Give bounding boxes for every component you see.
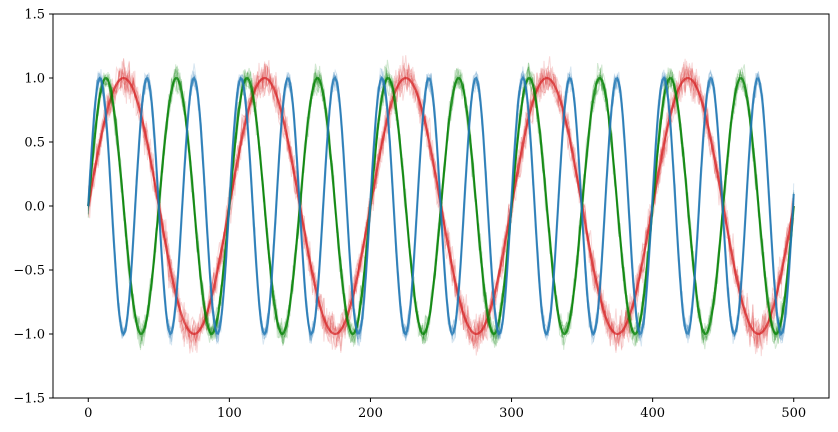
x-tick-label: 500: [781, 406, 806, 421]
y-tick-label: 0.5: [24, 136, 45, 151]
y-tick-label: −1.0: [13, 328, 45, 343]
x-tick-label: 100: [217, 406, 242, 421]
x-tick-label: 400: [640, 406, 665, 421]
series-3-center-line: [87, 75, 795, 337]
x-axis: 0 100 200 300 400 500: [84, 398, 806, 421]
x-tick-label: 0: [84, 406, 92, 421]
y-tick-label: −1.5: [13, 392, 45, 407]
y-tick-label: 0.0: [24, 200, 45, 215]
y-tick-label: 1.0: [24, 72, 45, 87]
series-3: [87, 63, 795, 347]
x-tick-label: 300: [499, 406, 524, 421]
y-tick-label: 1.5: [24, 8, 45, 23]
y-axis: −1.5 −1.0 −0.5 0.0 0.5 1.0 1.5: [13, 8, 53, 407]
y-tick-label: −0.5: [13, 264, 45, 279]
series-layer: [87, 55, 795, 357]
x-tick-label: 200: [358, 406, 383, 421]
